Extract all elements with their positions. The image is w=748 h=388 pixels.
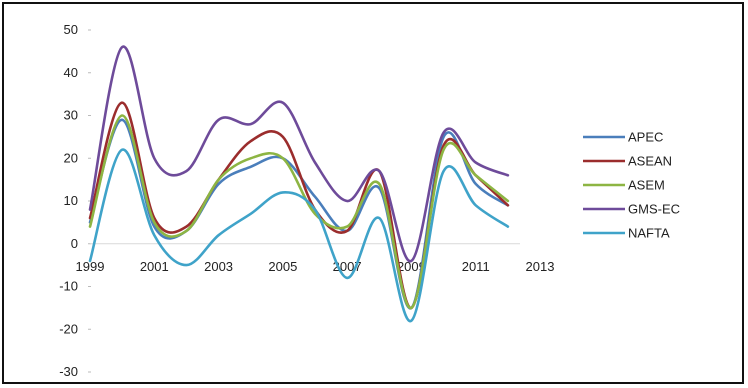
x-tick-label: 1999 xyxy=(76,259,105,274)
y-axis-ticks: 50 40 30 20 10 0 -10 -20 -30 xyxy=(59,22,91,379)
y-tick-label: -30 xyxy=(59,364,78,379)
y-tick-label: 50 xyxy=(64,22,78,37)
y-tick-label: 20 xyxy=(64,150,78,165)
y-tick-label: 0 xyxy=(71,236,78,251)
x-tick-label: 2003 xyxy=(204,259,233,274)
series-lines xyxy=(88,45,510,323)
y-tick-label: 30 xyxy=(64,108,78,123)
x-tick-label: 2001 xyxy=(140,259,169,274)
chart-frame xyxy=(2,2,744,384)
series-line-gms-ec xyxy=(88,45,510,263)
x-tick-label: 2011 xyxy=(462,259,490,274)
legend-label: NAFTA xyxy=(628,226,670,241)
y-tick-label: 40 xyxy=(64,65,78,80)
y-tick-label: -20 xyxy=(59,321,78,336)
y-tick-label: -10 xyxy=(59,279,78,294)
y-tick-label: 10 xyxy=(64,193,78,208)
legend-label: GMS-EC xyxy=(628,202,680,217)
legend-label: ASEAN xyxy=(628,154,672,169)
legend: APEC ASEAN ASEM GMS-EC NAFTA xyxy=(583,130,680,241)
x-tick-label: 2005 xyxy=(268,259,297,274)
legend-label: APEC xyxy=(628,130,663,145)
series-line-apec xyxy=(88,118,510,310)
series-line-nafta xyxy=(88,148,510,323)
legend-label: ASEM xyxy=(628,178,665,193)
x-tick-label: 2009 xyxy=(397,259,426,274)
x-axis-ticks: 1999 2001 2003 2005 2007 2009 2011 2013 xyxy=(76,259,555,274)
x-tick-label: 2013 xyxy=(526,259,555,274)
